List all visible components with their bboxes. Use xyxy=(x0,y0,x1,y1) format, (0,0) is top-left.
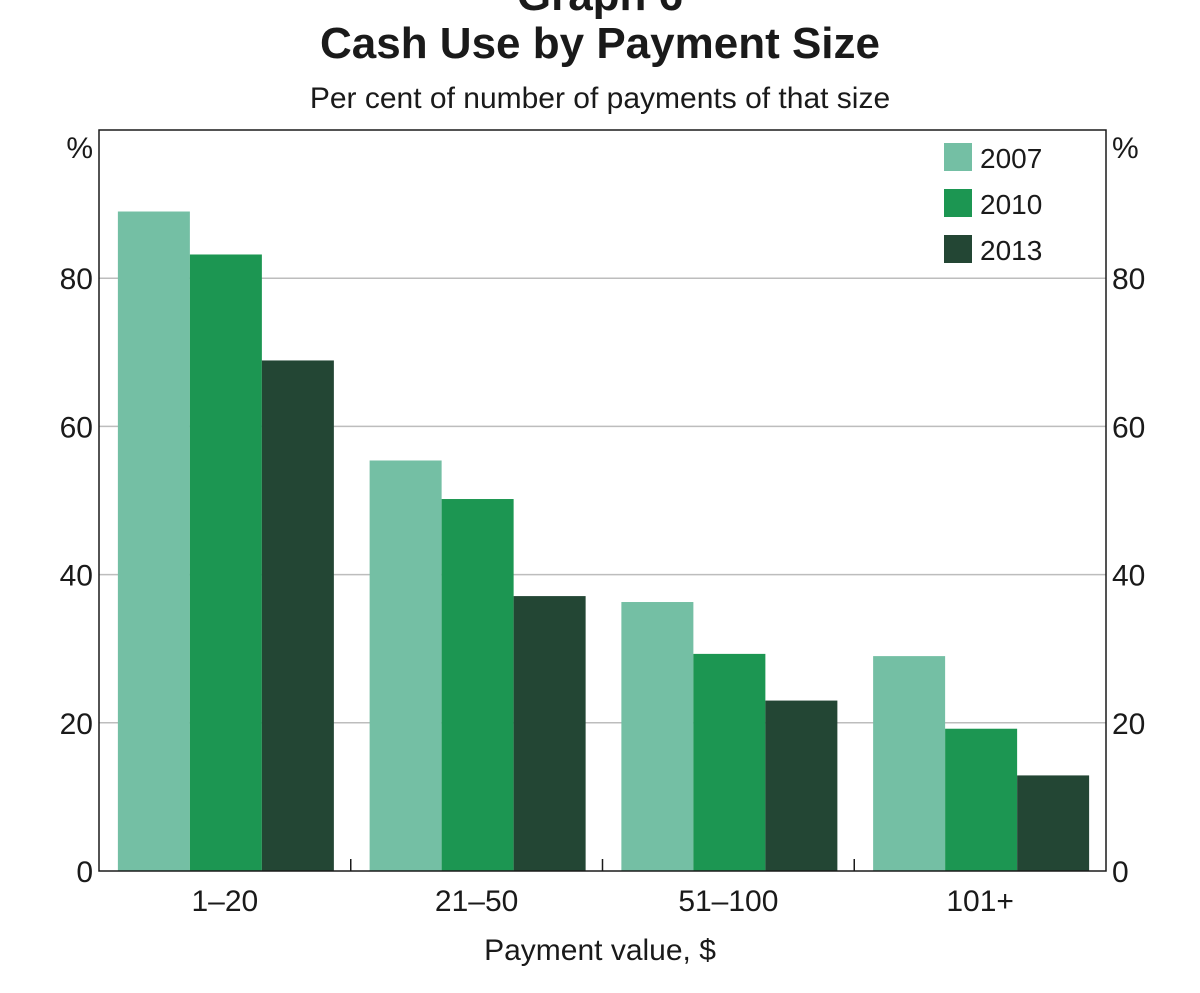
y-tick-right-80: 80 xyxy=(1112,263,1145,296)
bar-2013-2 xyxy=(765,700,838,871)
legend-swatch-2007 xyxy=(944,143,972,171)
chart-subtitle: Per cent of number of payments of that s… xyxy=(309,82,891,115)
x-tick-label-0: 1–20 xyxy=(192,885,259,918)
bar-2010-0 xyxy=(189,254,262,871)
x-axis-label: Payment value, $ xyxy=(484,934,716,967)
y-tick-left-20: 20 xyxy=(60,708,93,741)
legend-label-2013: 2013 xyxy=(980,235,1042,266)
y-tick-right-0: 0 xyxy=(1112,856,1129,889)
legend: 2007 2010 2013 xyxy=(944,143,1042,266)
y-tick-right-60: 60 xyxy=(1112,411,1145,444)
y-unit-left: % xyxy=(66,132,93,165)
graph-number-label: Graph 6 xyxy=(0,0,1200,18)
bar-2010-1 xyxy=(441,499,514,871)
bar-2007-3 xyxy=(873,656,946,871)
bar-2007-0 xyxy=(117,211,190,871)
chart-title: Cash Use by Payment Size xyxy=(319,19,880,68)
y-tick-right-20: 20 xyxy=(1112,708,1145,741)
bar-2007-1 xyxy=(369,460,442,871)
bars xyxy=(117,211,1090,871)
bar-2013-3 xyxy=(1017,775,1090,871)
y-tick-left-0: 0 xyxy=(76,856,93,889)
legend-label-2007: 2007 xyxy=(980,143,1042,174)
y-tick-left-80: 80 xyxy=(60,263,93,296)
legend-label-2010: 2010 xyxy=(980,189,1042,220)
y-tick-left-40: 40 xyxy=(60,560,93,593)
x-tick-label-2: 51–100 xyxy=(678,885,778,918)
axes: 0 0 20 20 40 40 60 60 80 80% % 1–20 21–50 51–100 101+ xyxy=(60,132,1146,918)
legend-swatch-2013 xyxy=(944,235,972,263)
y-tick-left-60: 60 xyxy=(60,411,93,444)
y-tick-right-40: 40 xyxy=(1112,560,1145,593)
bar-2013-0 xyxy=(261,360,334,871)
bar-2010-2 xyxy=(693,653,766,871)
bar-2007-2 xyxy=(621,602,694,871)
bar-2010-3 xyxy=(945,728,1018,871)
y-unit-right: % xyxy=(1112,132,1139,165)
bar-2013-1 xyxy=(513,596,586,871)
x-tick-label-1: 21–50 xyxy=(435,885,518,918)
x-tick-label-3: 101+ xyxy=(946,885,1014,918)
legend-swatch-2010 xyxy=(944,189,972,217)
